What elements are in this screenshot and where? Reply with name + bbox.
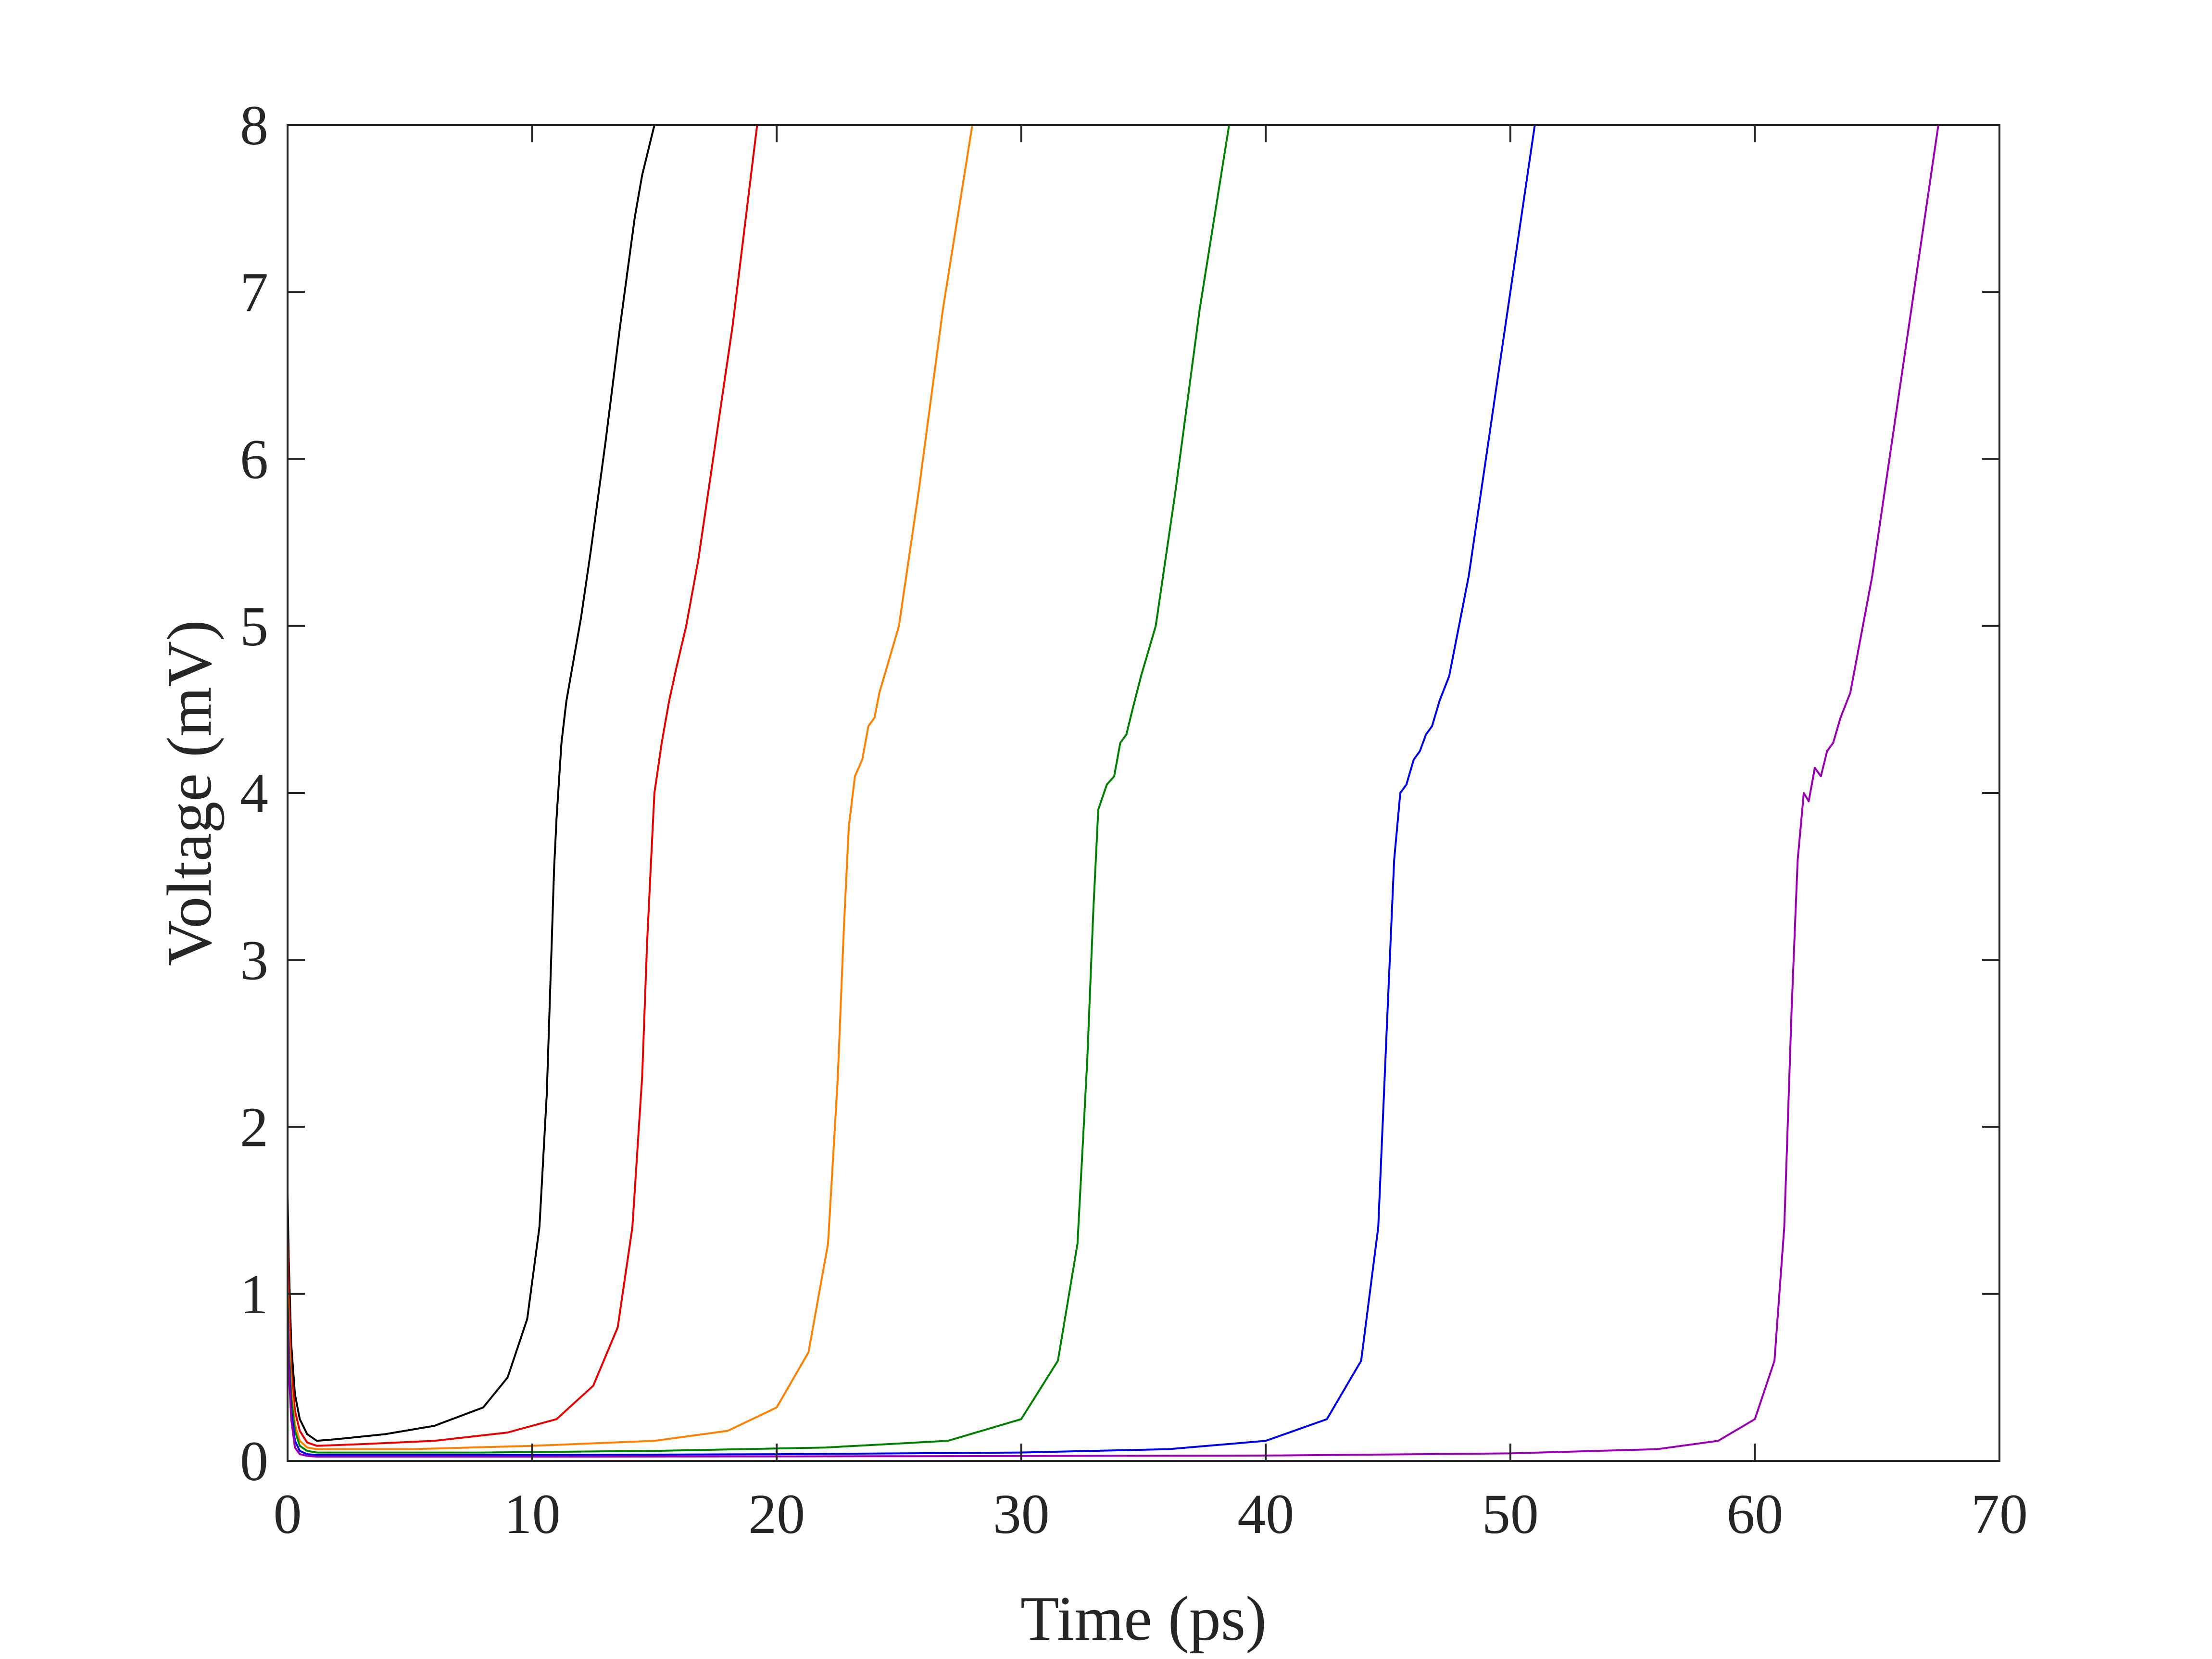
y-tick-label: 8	[240, 94, 268, 157]
x-tick-labels: 0 10 20 30 40 50 60 70	[274, 1483, 2028, 1546]
series-line-5	[288, 125, 1536, 1456]
x-tick-label: 10	[504, 1483, 561, 1546]
y-tick-label: 6	[240, 428, 268, 491]
x-tick-label: 70	[1971, 1483, 2028, 1546]
x-tick-label: 0	[274, 1483, 302, 1546]
x-tick-label: 40	[1237, 1483, 1294, 1546]
series-line-2	[288, 125, 758, 1447]
series-layer	[288, 125, 1939, 1458]
series-line-1	[288, 125, 655, 1442]
series-line-4	[288, 125, 1230, 1454]
y-tick-label: 1	[240, 1263, 268, 1326]
x-axis-label: Time (ps)	[1020, 1583, 1267, 1654]
y-tick-label: 2	[240, 1096, 268, 1159]
y-tick-label: 0	[240, 1430, 268, 1493]
series-line-6	[288, 125, 1939, 1458]
y-tick-label: 7	[240, 261, 268, 324]
x-tick-label: 50	[1482, 1483, 1539, 1546]
series-line-3	[288, 125, 973, 1450]
x-tick-label: 60	[1726, 1483, 1783, 1546]
y-tick-label: 3	[240, 929, 268, 992]
x-tick-label: 20	[748, 1483, 805, 1546]
y-tick-labels: 0 1 2 3 4 5 6 7 8	[240, 94, 268, 1493]
x-tick-label: 30	[993, 1483, 1050, 1546]
y-axis-label: Voltage (mV)	[154, 620, 225, 966]
ticks-layer	[287, 124, 2000, 1462]
y-tick-label: 4	[240, 762, 268, 825]
y-tick-label: 5	[240, 595, 268, 658]
